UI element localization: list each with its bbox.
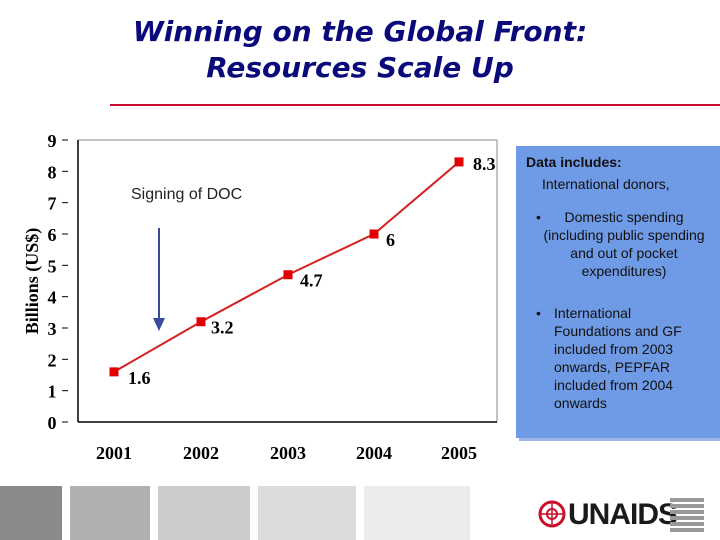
footer-block [158,486,250,540]
footer-block [70,486,150,540]
y-tick-label: 2 [48,350,57,370]
data-point-marker [109,367,119,377]
y-tick-label: 7 [48,194,57,214]
data-point-marker [454,157,464,167]
title-divider [110,104,720,106]
box-subtitle: International donors, [542,176,670,192]
x-tick-label: 2003 [270,443,306,463]
footer-block [364,486,470,540]
x-tick-label: 2001 [96,443,132,463]
annotation-text: Signing of DOC [131,186,242,203]
data-point-marker [283,270,293,280]
bullet-dot: • [536,305,541,321]
annotation-arrow-head [153,318,165,331]
y-tick-label: 4 [48,288,57,308]
data-label: 1.6 [128,368,151,388]
box-title: Data includes: [526,154,622,170]
y-tick-label: 6 [48,225,57,245]
title-line-1: Winning on the Global Front: [132,15,588,48]
data-includes-box: Data includes: International donors, • D… [516,146,720,438]
y-tick-label: 9 [48,131,57,151]
data-label: 6 [386,230,395,250]
footer-decoration [0,486,470,540]
data-label: 4.7 [300,271,323,291]
y-tick-label: 8 [48,162,57,182]
data-label: 8.3 [473,154,496,174]
unaids-logo: UNAIDS [538,496,720,536]
y-tick-label: 5 [48,256,57,276]
y-tick-label: 3 [48,319,57,339]
y-tick-label: 1 [48,382,57,402]
resources-line-chart: 0 1 2 3 4 5 6 7 8 9 Billions (US$) 2001 2002 2003 2004… [22,131,498,463]
cosponsor-list [670,498,704,534]
bullet-dot: • [536,209,541,225]
slide-title: Winning on the Global Front: Resources S… [0,14,720,86]
un-emblem-icon [538,500,566,528]
footer-block [258,486,356,540]
y-axis-title: Billions (US$) [22,228,43,335]
title-line-2: Resources Scale Up [206,51,514,84]
bullet-domestic-text: Domestic spending (including public spen… [543,209,705,279]
y-tick-label: 0 [48,413,57,433]
logo-wordmark: UNAIDS [568,498,678,531]
x-tick-label: 2005 [441,443,477,463]
x-tick-label: 2004 [356,443,392,463]
data-label: 3.2 [211,318,234,338]
data-point-marker [369,229,379,239]
footer-block [0,486,62,540]
bullet-foundations-text: International Foundations and GF include… [554,305,682,411]
data-point-marker [196,317,206,327]
x-tick-label: 2002 [183,443,219,463]
